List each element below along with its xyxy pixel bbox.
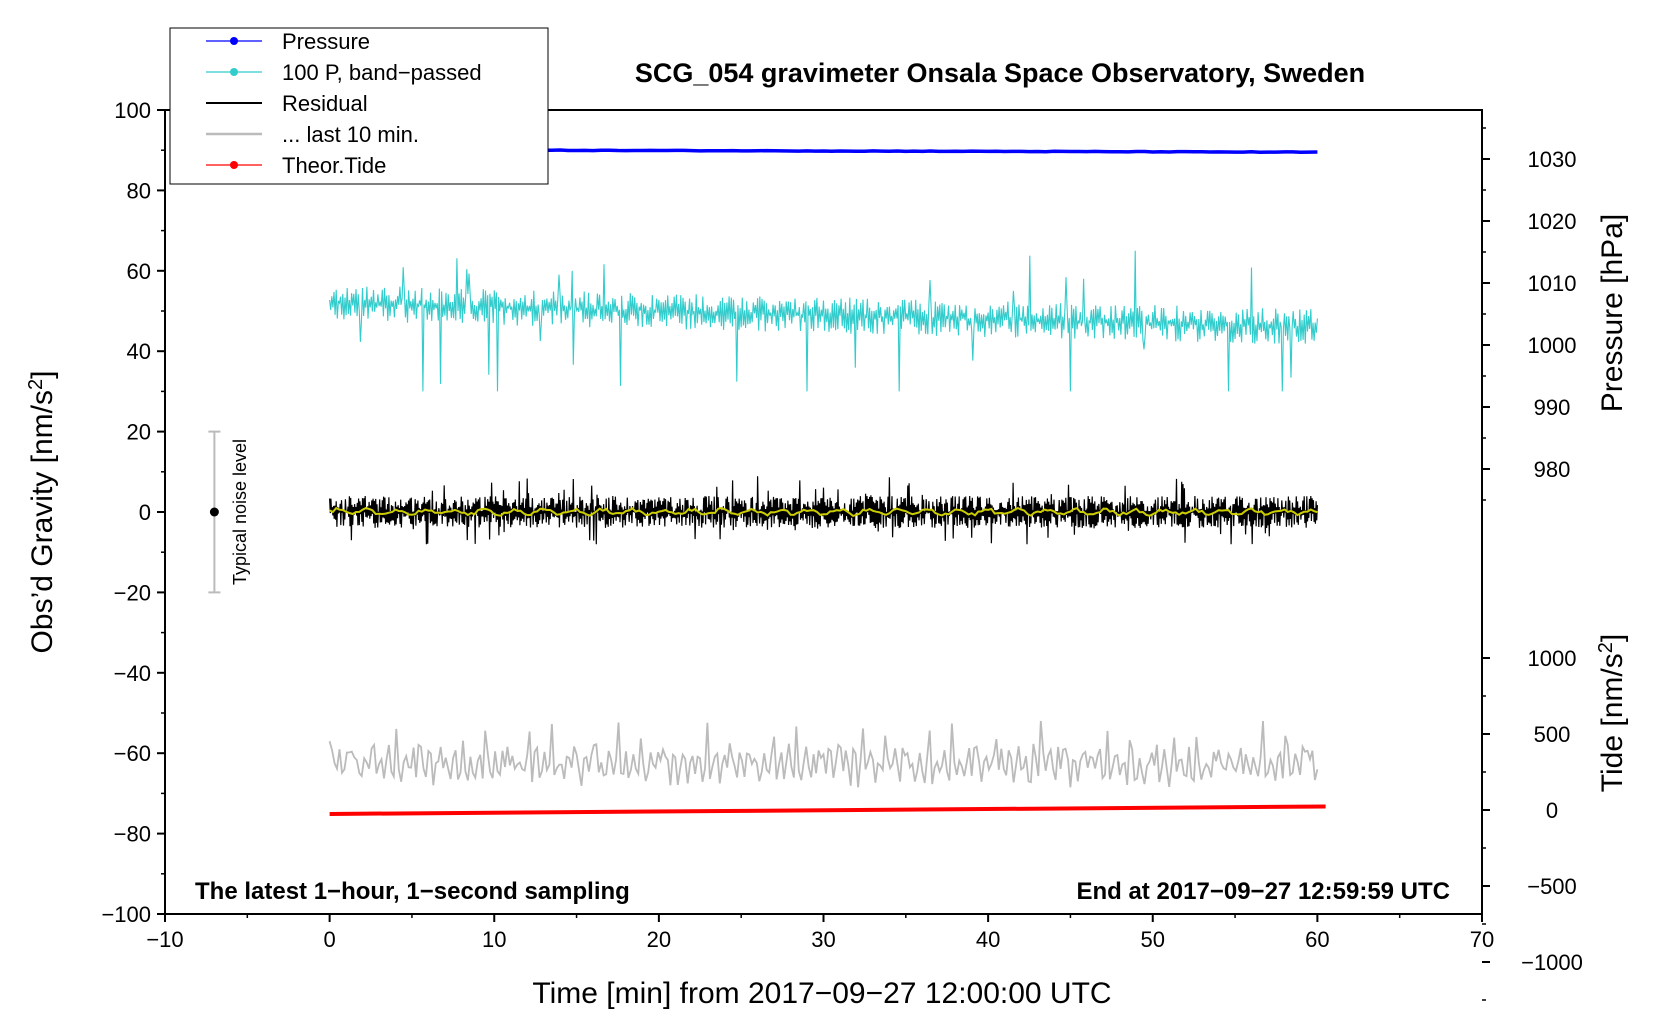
- y-axis-label-left: Obs’d Gravity [nm/s2]: [25, 371, 59, 654]
- series-last-10-min: [328, 720, 1319, 788]
- y-tick-label: 40: [127, 339, 151, 364]
- x-tick-label: −10: [146, 927, 183, 952]
- noise-bar-point: [209, 507, 219, 517]
- y-tick-label: −80: [114, 822, 151, 847]
- noise-bar: [208, 430, 221, 594]
- axis-layer: −10 0 10 20 30 40 50 60 70−100−80−60−40−20020406…: [101, 98, 1583, 1001]
- y-tick-label: −60: [114, 741, 151, 766]
- x-tick-label: 60: [1305, 927, 1329, 952]
- y-axis-label-tide: Tide [nm/s2]: [1595, 634, 1629, 792]
- tide-tick-label: −500: [1527, 874, 1577, 899]
- y-tick-label: −20: [114, 580, 151, 605]
- tide-tick-label: 500: [1534, 722, 1571, 747]
- legend-label: 100 P, band−passed: [282, 60, 482, 85]
- annotation-bottom-left: The latest 1−hour, 1−second sampling: [195, 878, 630, 905]
- pressure-tick-label: 1010: [1528, 271, 1577, 296]
- legend-label: Pressure: [282, 29, 370, 54]
- legend-marker: [230, 37, 238, 45]
- x-tick-label: 20: [647, 927, 671, 952]
- y-tick-label: 0: [139, 500, 151, 525]
- tide-tick-label: −1000: [1521, 950, 1583, 975]
- series-residual: [329, 476, 1318, 545]
- pressure-tick-label: 1000: [1528, 333, 1577, 358]
- series-residual-smoothed: [329, 506, 1318, 518]
- noise-bar-label: Typical noise level: [230, 439, 250, 585]
- pressure-tick-label: 980: [1534, 457, 1571, 482]
- x-tick-label: 30: [811, 927, 835, 952]
- chart-title: SCG_054 gravimeter Onsala Space Observat…: [635, 58, 1365, 88]
- legend-label: Residual: [282, 91, 368, 116]
- x-tick-label: 70: [1470, 927, 1494, 952]
- series-layer: [328, 147, 1326, 816]
- x-tick-label: 40: [976, 927, 1000, 952]
- legend-marker: [230, 68, 238, 76]
- pressure-tick-label: 1020: [1528, 209, 1577, 234]
- y-axis-label-pressure: Pressure [hPa]: [1596, 214, 1629, 412]
- tide-tick-label: 1000: [1528, 646, 1577, 671]
- pressure-tick-label: 1030: [1528, 147, 1577, 172]
- legend-box: [169, 27, 549, 185]
- legend: Pressure 100 P, band−passed Residual ... la…: [169, 27, 549, 185]
- legend-label: Theor.Tide: [282, 153, 386, 178]
- x-tick-label: 50: [1141, 927, 1165, 952]
- x-axis-label: Time [min] from 2017−09−27 12:00:00 UTC: [532, 977, 1111, 1010]
- y-tick-label: −40: [114, 661, 151, 686]
- legend-marker: [230, 161, 238, 169]
- y-tick-label: 100: [114, 98, 151, 123]
- series-theor-tide: [329, 804, 1326, 816]
- tide-tick-label: 0: [1546, 798, 1558, 823]
- x-tick-label: 10: [482, 927, 506, 952]
- y-tick-label: 60: [127, 259, 151, 284]
- y-tick-label: 80: [127, 178, 151, 203]
- y-tick-label: 20: [127, 420, 151, 445]
- x-tick-label: 0: [324, 927, 336, 952]
- legend-label: ... last 10 min.: [282, 122, 419, 147]
- annotation-bottom-right: End at 2017−09−27 12:59:59 UTC: [1076, 878, 1450, 905]
- pressure-tick-label: 990: [1534, 395, 1571, 420]
- series-band-passed-pressure: [329, 250, 1318, 392]
- y-tick-label: −100: [101, 902, 151, 927]
